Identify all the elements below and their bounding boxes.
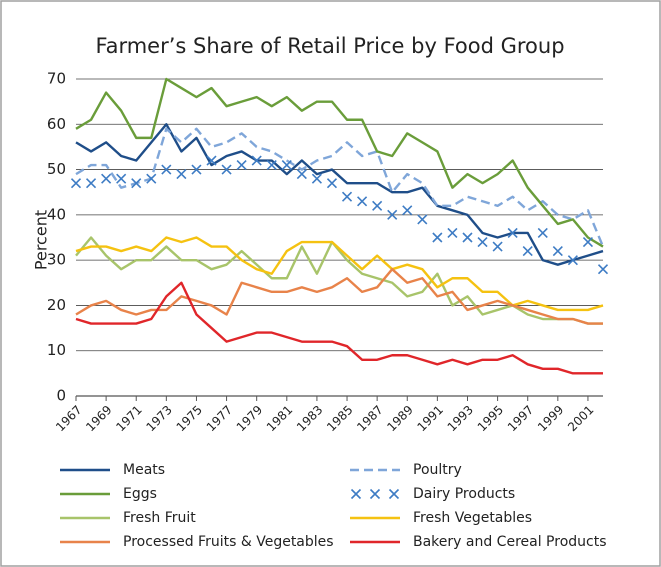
y-tick-label: 0: [56, 387, 66, 405]
marker: [296, 169, 307, 180]
marker: [341, 191, 353, 202]
legend-label: Fresh Fruit: [123, 510, 196, 526]
marker: [597, 264, 609, 275]
series-line: [75, 77, 604, 248]
marker: [552, 246, 563, 257]
marker: [311, 173, 322, 184]
y-tick-label: 60: [47, 115, 66, 133]
y-tick-label: 20: [47, 296, 66, 314]
y-tick-label: 70: [47, 70, 66, 88]
marker: [537, 227, 548, 239]
marker: [507, 227, 518, 239]
marker: [251, 155, 262, 166]
marker: [326, 178, 338, 189]
legend-label: Dairy Products: [413, 486, 515, 502]
marker: [131, 178, 142, 189]
marker: [101, 173, 112, 184]
legend-label: Poultry: [413, 462, 462, 478]
legend-marker: [369, 488, 381, 500]
marker: [522, 246, 533, 257]
y-tick-label: 40: [47, 205, 66, 223]
marker: [116, 173, 127, 184]
marker: [477, 236, 488, 248]
marker: [567, 255, 578, 266]
marker: [70, 178, 82, 189]
marker: [462, 232, 473, 243]
marker: [236, 159, 247, 171]
marker: [582, 236, 594, 248]
marker: [387, 209, 398, 220]
marker: [176, 169, 187, 180]
marker: [206, 155, 217, 166]
marker: [402, 205, 413, 216]
legend-label: Eggs: [123, 486, 157, 502]
legend-marker: [350, 488, 362, 500]
marker: [492, 241, 503, 252]
legend-label: Meats: [123, 462, 165, 478]
legend-marker: [388, 488, 400, 500]
series-line: [75, 127, 605, 248]
series-line: [75, 281, 603, 375]
y-tick-label: 10: [47, 341, 66, 359]
marker: [447, 227, 458, 239]
legend-label: Fresh Vegetables: [413, 510, 532, 526]
legend-label: Processed Fruits & Vegetables: [123, 534, 334, 550]
series-line: [75, 268, 603, 325]
marker: [146, 173, 157, 184]
y-tick-label: 30: [47, 251, 66, 269]
y-axis-label: Percent: [32, 210, 51, 270]
marker: [372, 200, 383, 211]
marker: [191, 164, 202, 175]
marker: [357, 196, 368, 207]
chart-title: Farmer’s Share of Retail Price by Food G…: [95, 34, 564, 58]
marker: [161, 164, 172, 175]
series-line: [75, 236, 604, 312]
marker: [417, 214, 428, 225]
series-line: [75, 123, 604, 266]
marker: [221, 164, 232, 175]
marker: [432, 232, 443, 243]
marker: [85, 178, 97, 189]
legend-label: Bakery and Cereal Products: [413, 534, 607, 550]
y-tick-label: 50: [47, 160, 66, 178]
marker: [281, 159, 292, 171]
marker: [266, 159, 277, 171]
